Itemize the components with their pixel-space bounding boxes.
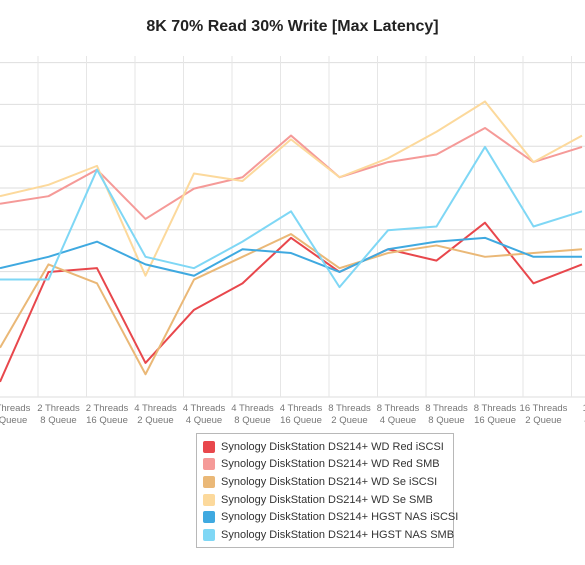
x-tick-label: 8 Threads [328,403,371,414]
x-tick-label: Threads [0,403,31,414]
legend-swatch [203,440,215,453]
legend-swatch [203,511,215,524]
x-tick-label: 8 Queue [40,415,76,426]
x-tick-label: 2 Queue [137,415,173,426]
x-tick-label: 16 Queue [86,415,128,426]
legend-swatch [203,493,215,506]
x-tick-label: 16 T [583,403,585,414]
horizontal-gridlines [0,62,585,398]
legend-item: Synology DiskStation DS214+ WD Red SMB [203,456,447,474]
x-tick-label: 8 Queue [428,415,464,426]
legend-label: Synology DiskStation DS214+ WD Red iSCSI [221,440,444,453]
legend-item: Synology DiskStation DS214+ HGST NAS SMB [203,526,454,544]
x-tick-label: 4 Threads [134,403,177,414]
x-tick-label: 2 Threads [86,403,129,414]
legend-item: Synology DiskStation DS214+ WD Se SMB [203,491,447,509]
legend-label: Synology DiskStation DS214+ HGST NAS iSC… [221,511,459,524]
legend-label: Synology DiskStation DS214+ WD Red SMB [221,458,440,471]
x-tick-label: 2 Threads [37,403,80,414]
x-tick-label: 2 Queue [525,415,561,426]
series-line-2 [0,126,583,220]
legend-item: Synology DiskStation DS214+ HGST NAS iSC… [203,508,458,526]
vertical-gridlines [37,56,572,397]
legend-label: Synology DiskStation DS214+ WD Se SMB [221,493,433,506]
x-tick-label: 16 Queue [280,415,322,426]
x-tick-label: 4 Queue [186,415,222,426]
series-line-3 [0,233,583,376]
x-tick-label: Queue [0,415,27,426]
legend-swatch [203,458,215,471]
x-tick-label: 8 Threads [425,403,468,414]
legend-item: Synology DiskStation DS214+ WD Red iSCSI [203,438,447,456]
legend-swatch [203,528,215,541]
x-tick-label: 16 Queue [474,415,516,426]
series-line-6 [0,145,583,289]
x-tick-label: 8 Threads [474,403,517,414]
x-tick-label: 16 Threads [520,403,568,414]
legend-label: Synology DiskStation DS214+ WD Se iSCSI [221,475,438,488]
x-tick-label: 4 Threads [280,403,323,414]
series-line-4 [0,100,583,277]
x-tick-label: 4 Threads [183,403,226,414]
series-line-1 [0,221,583,383]
legend: Synology DiskStation DS214+ WD Red iSCSI… [196,433,458,548]
x-tick-label: 2 Queue [331,415,367,426]
legend-item: Synology DiskStation DS214+ WD Se iSCSI [203,473,447,491]
x-tick-label: 8 Threads [377,403,420,414]
legend-swatch [203,475,215,488]
series-line-5 [0,236,582,277]
series-lines [0,100,583,383]
x-tick-label: 8 Queue [234,415,270,426]
x-tick-label: 4 Queue [380,415,416,426]
x-tick-label: 4 Threads [231,403,274,414]
chart-title: 8K 70% Read 30% Write [Max Latency] [146,18,439,35]
legend-label: Synology DiskStation DS214+ HGST NAS SMB [221,528,455,541]
